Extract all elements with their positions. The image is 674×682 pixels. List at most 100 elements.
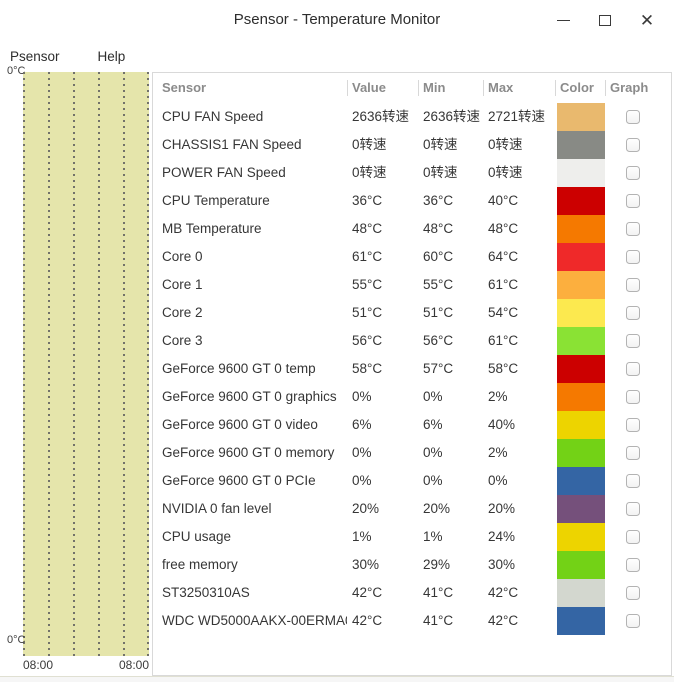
graph-checkbox[interactable] bbox=[626, 502, 640, 516]
temperature-graph[interactable] bbox=[23, 72, 149, 656]
color-swatch[interactable] bbox=[557, 411, 605, 439]
color-swatch[interactable] bbox=[557, 327, 605, 355]
table-row[interactable]: CHASSIS1 FAN Speed 0转速 0转速 0转速 bbox=[153, 131, 671, 159]
color-swatch[interactable] bbox=[557, 103, 605, 131]
table-row[interactable]: Core 1 55°C 55°C 61°C bbox=[153, 271, 671, 299]
color-swatch[interactable] bbox=[557, 187, 605, 215]
maximize-button[interactable] bbox=[584, 0, 626, 40]
sensor-max: 61°C bbox=[488, 277, 519, 292]
table-row[interactable]: POWER FAN Speed 0转速 0转速 0转速 bbox=[153, 159, 671, 187]
sensor-value: 0% bbox=[352, 445, 372, 460]
table-row[interactable]: free memory 30% 29% 30% bbox=[153, 551, 671, 579]
sensor-table-body: CPU FAN Speed 2636转速 2636转速 2721转速 CHASS… bbox=[153, 103, 671, 635]
table-row[interactable]: CPU Temperature 36°C 36°C 40°C bbox=[153, 187, 671, 215]
graph-checkbox[interactable] bbox=[626, 530, 640, 544]
graph-checkbox[interactable] bbox=[626, 250, 640, 264]
color-swatch[interactable] bbox=[557, 355, 605, 383]
sensor-min: 0% bbox=[423, 473, 443, 488]
color-cell bbox=[555, 411, 605, 439]
color-swatch[interactable] bbox=[557, 243, 605, 271]
close-icon: ✕ bbox=[639, 10, 655, 30]
graph-checkbox[interactable] bbox=[626, 558, 640, 572]
table-row[interactable]: NVIDIA 0 fan level 20% 20% 20% bbox=[153, 495, 671, 523]
table-row[interactable]: GeForce 9600 GT 0 memory 0% 0% 2% bbox=[153, 439, 671, 467]
color-swatch[interactable] bbox=[557, 607, 605, 635]
sensor-name: free memory bbox=[162, 557, 238, 572]
menu-item-help[interactable]: Help bbox=[97, 48, 126, 64]
sensor-name: WDC WD5000AAKX-00ERMA0 bbox=[162, 613, 347, 628]
graph-checkbox[interactable] bbox=[626, 390, 640, 404]
color-swatch[interactable] bbox=[557, 159, 605, 187]
graph-gridline bbox=[123, 72, 125, 656]
graph-cell bbox=[605, 467, 671, 495]
sensor-value: 55°C bbox=[352, 277, 383, 292]
color-cell bbox=[555, 439, 605, 467]
color-swatch[interactable] bbox=[557, 579, 605, 607]
table-row[interactable]: Core 0 61°C 60°C 64°C bbox=[153, 243, 671, 271]
color-swatch[interactable] bbox=[557, 383, 605, 411]
graph-checkbox[interactable] bbox=[626, 110, 640, 124]
graph-checkbox[interactable] bbox=[626, 278, 640, 292]
close-button[interactable]: ✕ bbox=[626, 0, 668, 40]
color-swatch[interactable] bbox=[557, 495, 605, 523]
color-cell bbox=[555, 383, 605, 411]
titlebar[interactable]: Psensor - Temperature Monitor ✕ bbox=[0, 0, 674, 40]
sensor-max: 24% bbox=[488, 529, 516, 544]
color-swatch[interactable] bbox=[557, 131, 605, 159]
table-row[interactable]: WDC WD5000AAKX-00ERMA0 42°C 41°C 42°C bbox=[153, 607, 671, 635]
color-cell bbox=[555, 187, 605, 215]
color-swatch[interactable] bbox=[557, 271, 605, 299]
menu-item-psensor[interactable]: Psensor bbox=[10, 48, 60, 64]
minimize-button[interactable] bbox=[542, 0, 584, 40]
graph-checkbox[interactable] bbox=[626, 138, 640, 152]
table-row[interactable]: ST3250310AS 42°C 41°C 42°C bbox=[153, 579, 671, 607]
graph-checkbox[interactable] bbox=[626, 614, 640, 628]
color-swatch[interactable] bbox=[557, 439, 605, 467]
sensor-value: 42°C bbox=[352, 585, 383, 600]
color-cell bbox=[555, 243, 605, 271]
table-row[interactable]: GeForce 9600 GT 0 video 6% 6% 40% bbox=[153, 411, 671, 439]
table-row[interactable]: CPU FAN Speed 2636转速 2636转速 2721转速 bbox=[153, 103, 671, 131]
table-row[interactable]: CPU usage 1% 1% 24% bbox=[153, 523, 671, 551]
color-cell bbox=[555, 131, 605, 159]
sensor-min: 41°C bbox=[423, 613, 454, 628]
color-swatch[interactable] bbox=[557, 215, 605, 243]
sensor-max: 0转速 bbox=[488, 165, 523, 180]
sensor-max: 61°C bbox=[488, 333, 519, 348]
graph-checkbox[interactable] bbox=[626, 194, 640, 208]
graph-checkbox[interactable] bbox=[626, 446, 640, 460]
graph-checkbox[interactable] bbox=[626, 222, 640, 236]
graph-checkbox[interactable] bbox=[626, 334, 640, 348]
color-swatch[interactable] bbox=[557, 299, 605, 327]
column-header-value: Value bbox=[347, 73, 418, 103]
column-header-sensor: Sensor bbox=[162, 80, 207, 95]
color-swatch[interactable] bbox=[557, 523, 605, 551]
sensor-min: 36°C bbox=[423, 193, 454, 208]
column-header-min: Min bbox=[418, 73, 483, 103]
window-bottom-edge bbox=[0, 676, 674, 682]
graph-checkbox[interactable] bbox=[626, 306, 640, 320]
graph-checkbox[interactable] bbox=[626, 418, 640, 432]
column-header-graph: Graph bbox=[605, 73, 671, 103]
table-row[interactable]: Core 3 56°C 56°C 61°C bbox=[153, 327, 671, 355]
color-cell bbox=[555, 551, 605, 579]
color-swatch[interactable] bbox=[557, 551, 605, 579]
graph-checkbox[interactable] bbox=[626, 474, 640, 488]
minimize-icon bbox=[556, 19, 570, 21]
sensor-name: Core 2 bbox=[162, 305, 203, 320]
table-row[interactable]: GeForce 9600 GT 0 PCIe 0% 0% 0% bbox=[153, 467, 671, 495]
graph-cell bbox=[605, 103, 671, 131]
table-row[interactable]: GeForce 9600 GT 0 graphics 0% 0% 2% bbox=[153, 383, 671, 411]
sensor-name: Core 1 bbox=[162, 277, 203, 292]
table-row[interactable]: MB Temperature 48°C 48°C 48°C bbox=[153, 215, 671, 243]
sensor-value: 0转速 bbox=[352, 165, 387, 180]
graph-checkbox[interactable] bbox=[626, 586, 640, 600]
sensor-min: 60°C bbox=[423, 249, 454, 264]
graph-checkbox[interactable] bbox=[626, 362, 640, 376]
table-row[interactable]: GeForce 9600 GT 0 temp 58°C 57°C 58°C bbox=[153, 355, 671, 383]
table-row[interactable]: Core 2 51°C 51°C 54°C bbox=[153, 299, 671, 327]
color-swatch[interactable] bbox=[557, 467, 605, 495]
graph-checkbox[interactable] bbox=[626, 166, 640, 180]
graph-cell bbox=[605, 215, 671, 243]
